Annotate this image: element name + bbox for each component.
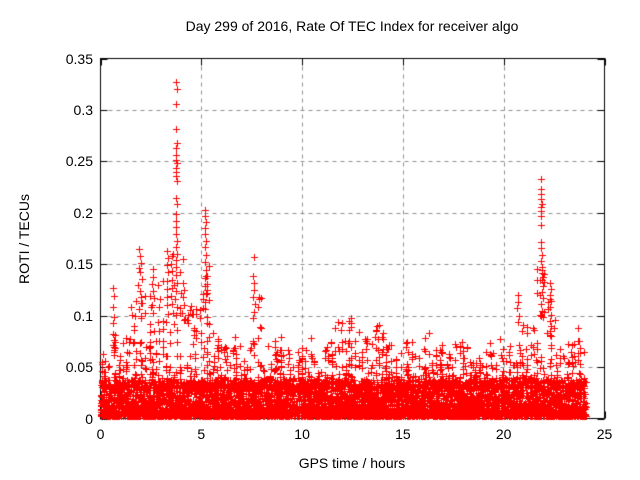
x-tick-label: 5 [197,426,206,442]
x-tick-label: 25 [596,426,613,442]
y-tick-label: 0.1 [73,307,93,324]
y-tick-label: 0.25 [65,153,93,170]
x-tick-label: 0 [96,426,105,442]
y-tick-label: 0.15 [65,256,93,273]
y-tick-label: 0 [85,410,93,427]
x-axis-label: GPS time / hours [298,455,406,471]
y-tick-label: 0.2 [73,204,93,221]
x-tick-label: 10 [294,426,310,442]
x-tick-label: 15 [395,426,411,442]
x-tick-label: 20 [495,426,512,442]
y-tick-label: 0.05 [65,359,93,376]
y-tick-label: 0.35 [65,50,93,67]
y-tick-label: 0.3 [73,101,93,118]
